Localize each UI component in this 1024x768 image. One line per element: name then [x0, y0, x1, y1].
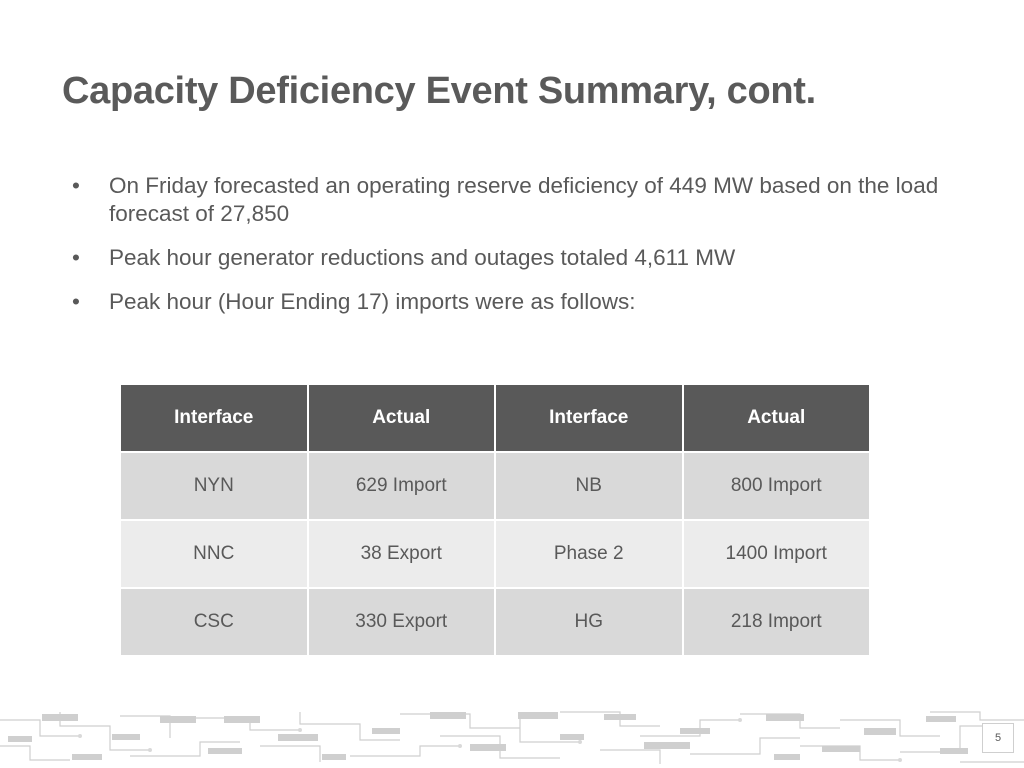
table-cell: Phase 2 — [494, 519, 684, 589]
bullet-item: • Peak hour generator reductions and out… — [72, 244, 982, 272]
imports-table: Interface Actual Interface Actual NYN 62… — [119, 383, 871, 657]
bullet-icon: • — [72, 173, 80, 198]
table-cell: HG — [494, 587, 684, 657]
column-header: Interface — [494, 383, 684, 453]
table-cell: 1400 Import — [681, 519, 871, 589]
bullet-text: Peak hour (Hour Ending 17) imports were … — [109, 289, 636, 314]
bullet-icon: • — [72, 289, 80, 314]
table-row: NYN 629 Import NB 800 Import — [119, 451, 871, 521]
bullet-text: Peak hour generator reductions and outag… — [109, 245, 736, 270]
column-header: Actual — [681, 383, 871, 453]
slide-title: Capacity Deficiency Event Summary, cont. — [62, 70, 816, 112]
table-cell: 629 Import — [306, 451, 496, 521]
column-header: Interface — [119, 383, 309, 453]
table-cell: 218 Import — [681, 587, 871, 657]
bullet-item: • Peak hour (Hour Ending 17) imports wer… — [72, 288, 982, 316]
table-cell: 800 Import — [681, 451, 871, 521]
page-number: 5 — [982, 723, 1014, 753]
bullet-icon: • — [72, 245, 80, 270]
table-cell: CSC — [119, 587, 309, 657]
table-cell: 330 Export — [306, 587, 496, 657]
bullet-list: • On Friday forecasted an operating rese… — [72, 172, 982, 332]
table-cell: NB — [494, 451, 684, 521]
table-cell: 38 Export — [306, 519, 496, 589]
bullet-item: • On Friday forecasted an operating rese… — [72, 172, 982, 228]
table-row: CSC 330 Export HG 218 Import — [119, 587, 871, 657]
bullet-text: On Friday forecasted an operating reserv… — [109, 173, 939, 226]
table-row: NNC 38 Export Phase 2 1400 Import — [119, 519, 871, 589]
column-header: Actual — [306, 383, 496, 453]
table-cell: NYN — [119, 451, 309, 521]
circuit-board-decoration — [0, 711, 1024, 764]
table-header-row: Interface Actual Interface Actual — [119, 383, 871, 453]
table-cell: NNC — [119, 519, 309, 589]
